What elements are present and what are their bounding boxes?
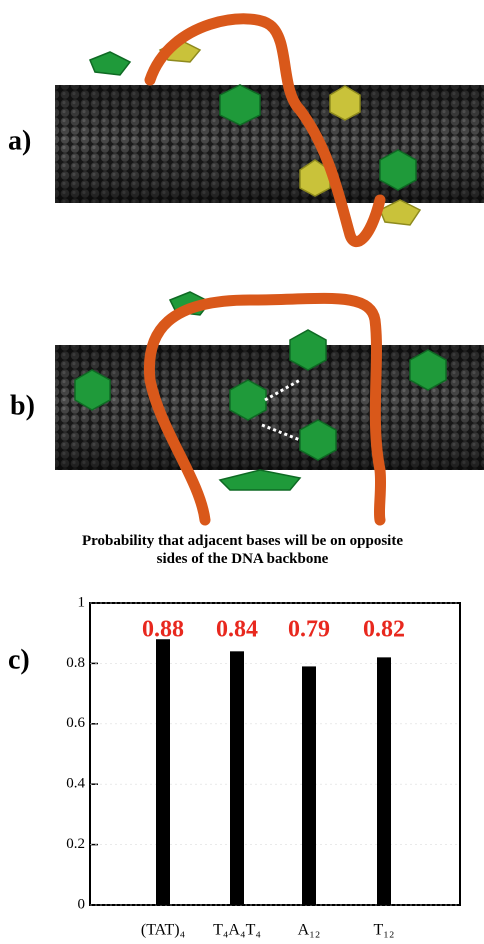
x-tick-label: T₄A₄T₄ [213, 922, 261, 939]
value-label: 0.82 [363, 617, 405, 643]
bar [156, 639, 170, 905]
value-label: 0.84 [216, 617, 258, 643]
panel-b-image [55, 292, 484, 520]
panel-label: b) [10, 390, 35, 421]
y-tick-label: 0 [78, 896, 86, 912]
panel-a-image [55, 19, 484, 242]
bar [230, 651, 244, 905]
x-tick-label: (TAT)₄ [141, 922, 186, 939]
y-tick-label: 0.4 [66, 776, 85, 792]
value-label: 0.88 [142, 617, 184, 643]
bar [302, 666, 316, 905]
x-tick-label: A₁₂ [298, 922, 321, 939]
y-tick-label: 0.8 [66, 655, 85, 671]
y-tick-label: 0.2 [66, 836, 85, 852]
plot-frame [90, 603, 460, 905]
value-label: 0.79 [288, 617, 330, 643]
chart-title: Probability that adjacent bases will be … [70, 532, 415, 568]
chart: a) b) c) 0 0.2 0.4 0.6 0.8 1 (TAT)₄ 0.88 T₄A₄T₄ 0… [0, 0, 484, 944]
x-tick-label: T₁₂ [374, 922, 395, 939]
y-tick-label: 0.6 [66, 715, 85, 731]
panel-label: c) [8, 644, 30, 675]
panel-label: a) [8, 125, 31, 156]
bar [377, 657, 391, 905]
y-tick-label: 1 [78, 594, 86, 610]
figure: a) b) c) 0 0.2 0.4 0.6 0.8 1 (TAT)₄ 0.88 T₄A₄T₄ 0… [0, 0, 484, 944]
